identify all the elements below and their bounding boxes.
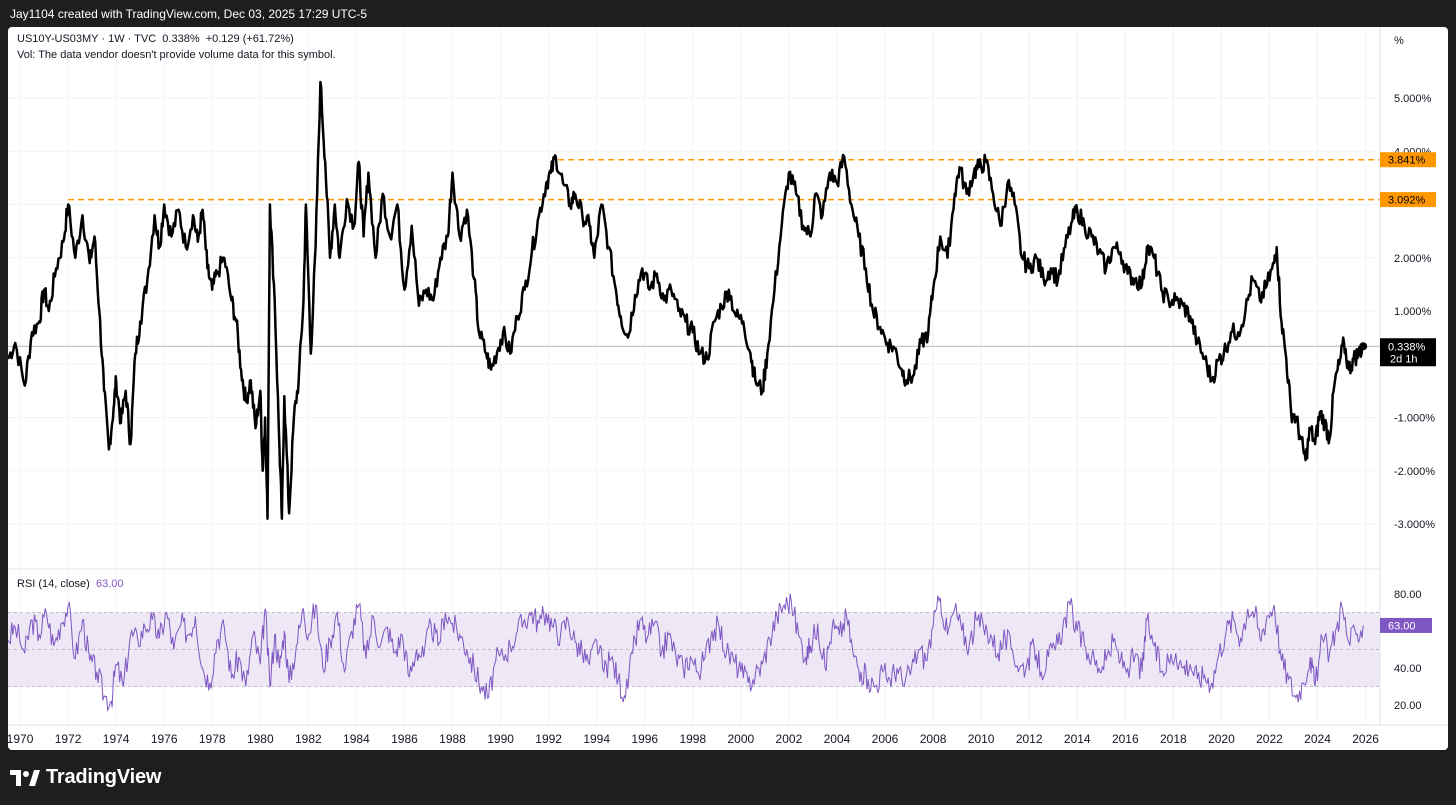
rsi-legend[interactable]: RSI (14, close) 63.00 xyxy=(17,578,124,590)
price-tick-label: -2.000% xyxy=(1394,466,1435,478)
time-tick-label: 2012 xyxy=(1016,732,1043,746)
rsi-tick-label: 80.00 xyxy=(1394,589,1422,601)
rsi-axis[interactable]: 80.00 40.00 20.00 xyxy=(1394,589,1422,712)
rsi-title: RSI (14, close) xyxy=(17,578,90,590)
tradingview-logo[interactable]: TradingView xyxy=(10,766,161,789)
price-axis-unit: % xyxy=(1394,35,1404,47)
time-tick-label: 1972 xyxy=(55,732,82,746)
hline-label-lower-text: 3.092% xyxy=(1388,195,1426,207)
hline-label-lower: 3.092% xyxy=(1380,192,1436,208)
time-axis[interactable]: 1970 1972 1974 1976 1978 1980 1982 1984 1986 1988… xyxy=(8,732,1379,746)
volume-note: Vol: The data vendor doesn't provide vol… xyxy=(17,49,336,61)
last-price-value: 0.338% xyxy=(1388,341,1426,353)
last-price-label-box xyxy=(1380,338,1436,367)
time-tick-label: 1990 xyxy=(487,732,514,746)
time-tick-label: 2020 xyxy=(1208,732,1235,746)
time-tick-label: 2014 xyxy=(1064,732,1091,746)
time-tick-label: 2008 xyxy=(920,732,947,746)
tradingview-logo-icon xyxy=(10,769,40,786)
time-tick-label: 1970 xyxy=(8,732,34,746)
hline-label-upper-text: 3.841% xyxy=(1388,155,1426,167)
price-tick-label: 1.000% xyxy=(1394,306,1432,318)
rsi-series-line xyxy=(8,593,1364,712)
chart-svg[interactable]: 5.000%4.000%2.000%1.000%-1.000%-2.000%-3… xyxy=(8,27,1448,750)
horizontal-lines[interactable] xyxy=(68,158,1380,201)
rsi-band xyxy=(8,612,1380,687)
time-tick-label: 1980 xyxy=(247,732,274,746)
chart-card: 5.000%4.000%2.000%1.000%-1.000%-2.000%-3… xyxy=(8,27,1448,750)
attribution-text: Jay1104 created with TradingView.com, De… xyxy=(10,7,368,21)
rsi-tick-label: 20.00 xyxy=(1394,700,1422,712)
last-price-label: 0.338% 2d 1h xyxy=(1380,338,1436,367)
hline-label-lower-box xyxy=(1380,192,1436,208)
time-tick-label: 1986 xyxy=(391,732,418,746)
rsi-value-label-text: 63.00 xyxy=(1388,620,1416,632)
time-tick-label: 2026 xyxy=(1352,732,1379,746)
time-tick-label: 1982 xyxy=(295,732,322,746)
time-tick-label: 1984 xyxy=(343,732,370,746)
time-tick-label: 1976 xyxy=(151,732,178,746)
price-tick-label: -3.000% xyxy=(1394,519,1435,531)
price-tick-label: 5.000% xyxy=(1394,93,1432,105)
time-tick-label: 2024 xyxy=(1304,732,1331,746)
time-tick-label: 2016 xyxy=(1112,732,1139,746)
grid-lines xyxy=(8,27,1380,725)
time-tick-label: 1992 xyxy=(535,732,562,746)
price-tick-label: -1.000% xyxy=(1394,413,1435,425)
last-price-countdown: 2d 1h xyxy=(1390,353,1418,365)
time-tick-label: 2010 xyxy=(968,732,995,746)
symbol-legend[interactable]: US10Y-US03MY · 1W · TVC 0.338% +0.129 (+… xyxy=(17,33,294,45)
rsi-legend-value: 63.00 xyxy=(96,578,124,590)
time-tick-label: 1988 xyxy=(439,732,466,746)
last-price-dot xyxy=(1359,342,1368,351)
time-tick-label: 1994 xyxy=(583,732,610,746)
hline-label-upper: 3.841% xyxy=(1380,152,1436,168)
time-tick-label: 1974 xyxy=(103,732,130,746)
time-tick-label: 2004 xyxy=(824,732,851,746)
price-tick-label: 2.000% xyxy=(1394,253,1432,265)
price-series-line xyxy=(8,80,1364,520)
brand-name: TradingView xyxy=(46,766,162,788)
time-tick-label: 1998 xyxy=(679,732,706,746)
header-bar: Jay1104 created with TradingView.com, De… xyxy=(0,0,1456,28)
time-tick-label: 1978 xyxy=(199,732,226,746)
time-tick-label: 1996 xyxy=(631,732,658,746)
rsi-value-label-box xyxy=(1380,617,1432,633)
time-tick-label: 2006 xyxy=(872,732,899,746)
time-tick-label: 2018 xyxy=(1160,732,1187,746)
time-tick-label: 2002 xyxy=(776,732,803,746)
rsi-tick-label: 40.00 xyxy=(1394,663,1422,675)
time-tick-label: 2022 xyxy=(1256,732,1283,746)
hline-label-upper-box xyxy=(1380,152,1436,168)
rsi-value-label: 63.00 xyxy=(1380,617,1432,633)
time-tick-label: 2000 xyxy=(728,732,755,746)
